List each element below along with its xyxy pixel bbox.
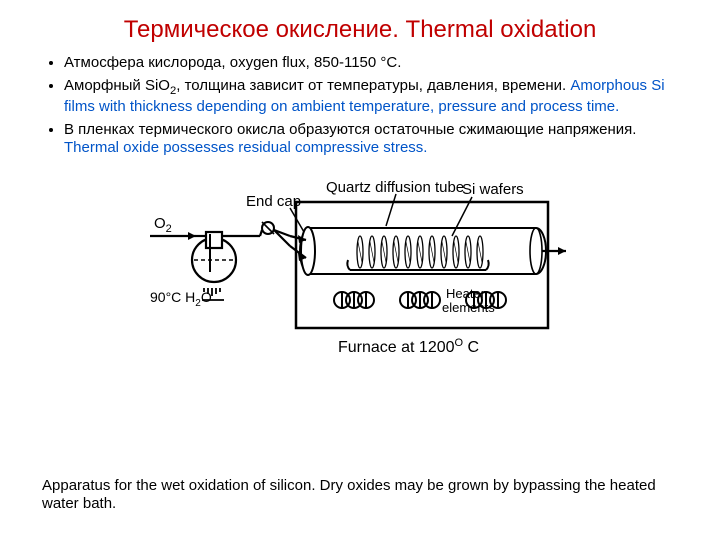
apparatus-diagram: O2 90°C H2O bbox=[150, 172, 570, 382]
bullet-item: Аморфный SiO2, толщина зависит от темпер… bbox=[64, 77, 678, 117]
furnace-label: Furnace at 1200O C bbox=[338, 337, 479, 356]
heater-label-top: Heater bbox=[446, 286, 486, 301]
siwafers-label: Si wafers bbox=[462, 181, 524, 198]
caption-text: Apparatus for the wet oxidation of silic… bbox=[42, 477, 678, 515]
bullet-text: Аморфный SiO bbox=[64, 77, 170, 94]
bullet-text: , толщина зависит от температуры, давлен… bbox=[176, 77, 570, 94]
endcap-label: End cap bbox=[246, 193, 301, 210]
bullet-item: В пленках термического окисла образуются… bbox=[64, 121, 678, 159]
quartz-label: Quartz diffusion tube bbox=[326, 179, 464, 196]
slide-title: Термическое окисление. Thermal oxidation bbox=[42, 16, 678, 44]
water-label: 90°C H2O bbox=[150, 289, 212, 309]
bullet-text: Атмосфера кислорода, oxygen flux, 850-11… bbox=[64, 54, 401, 71]
bullet-item: Атмосфера кислорода, oxygen flux, 850-11… bbox=[64, 54, 678, 73]
bullet-text: В пленках термического окисла образуются… bbox=[64, 121, 636, 138]
heater-label-bot: elements bbox=[442, 300, 495, 315]
bullet-text-en: Thermal oxide possesses residual compres… bbox=[64, 139, 427, 156]
bullet-list: Атмосфера кислорода, oxygen flux, 850-11… bbox=[42, 54, 678, 158]
o2-label: O2 bbox=[154, 215, 172, 235]
